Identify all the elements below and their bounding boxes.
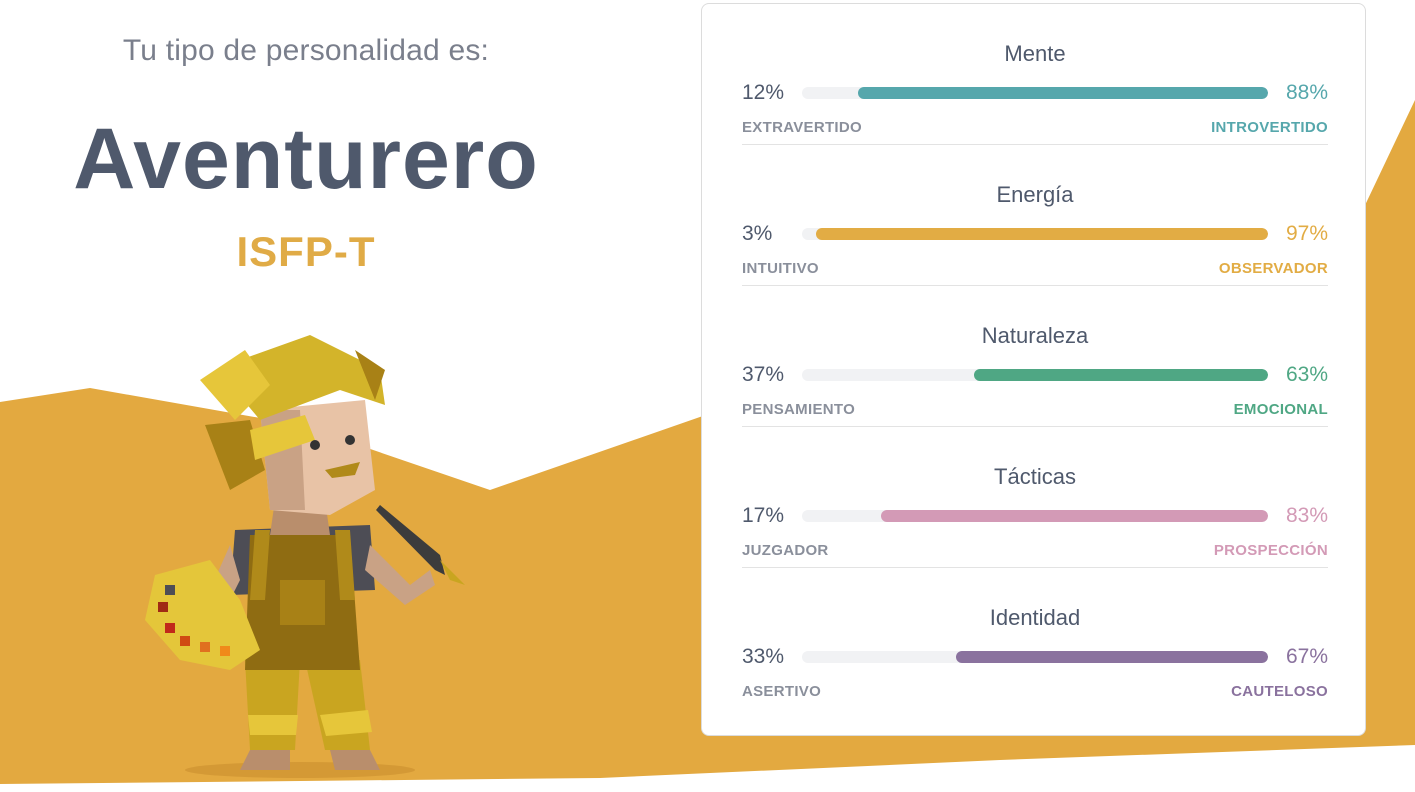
trait-bar-fill: [881, 510, 1268, 522]
trait-title: Naturaleza: [981, 323, 1089, 348]
trait-bar-fill: [815, 228, 1268, 240]
trait-left-label: JUZGADOR: [742, 542, 829, 559]
trait-right-label: PROSPECCIÓN: [1213, 542, 1328, 559]
trait-right-label: EMOCIONAL: [1233, 401, 1328, 418]
adventurer-character-illustration: [145, 335, 465, 778]
trait-bar-track: [802, 87, 1268, 99]
trait-right-percent: 97%: [1285, 222, 1328, 245]
trait-right-percent: 67%: [1285, 645, 1328, 668]
trait-left-percent: 37%: [742, 363, 785, 386]
trait-bar-track: [802, 228, 1268, 240]
trait-right-percent: 88%: [1285, 81, 1328, 104]
trait-right-percent: 83%: [1285, 504, 1328, 527]
trait-row-nature: Naturaleza 37% 63% PENSAMIENTO EMOCIONAL: [742, 286, 1328, 427]
trait-left-percent: 33%: [742, 645, 785, 668]
trait-title: Tácticas: [994, 464, 1076, 489]
trait-row-energy: Energía 3% 97% INTUITIVO OBSERVADOR: [742, 145, 1328, 286]
trait-left-label: INTUITIVO: [742, 260, 819, 277]
trait-bar-fill: [974, 369, 1268, 381]
personality-type-name: Aventurero: [73, 111, 539, 207]
trait-bar-track: [802, 369, 1268, 381]
trait-left-percent: 12%: [742, 81, 785, 104]
trait-right-percent: 63%: [1285, 363, 1328, 386]
trait-bar-track: [802, 510, 1268, 522]
trait-left-label: PENSAMIENTO: [742, 401, 856, 418]
traits-card: Mente 12% 88% EXTRAVERTIDO INTROVERTIDO Energ…: [701, 3, 1366, 736]
trait-title: Identidad: [989, 605, 1081, 630]
trait-right-label: INTROVERTIDO: [1211, 119, 1328, 136]
trait-bar-fill: [955, 651, 1268, 663]
trait-bar-track: [802, 651, 1268, 663]
trait-row-tactics: Tácticas 17% 83% JUZGADOR PROSPECCIÓN: [742, 427, 1328, 568]
trait-right-label: CAUTELOSO: [1231, 683, 1328, 700]
trait-bar-fill: [857, 87, 1268, 99]
trait-row-mind: Mente 12% 88% EXTRAVERTIDO INTROVERTIDO: [742, 4, 1328, 145]
trait-title: Mente: [1004, 41, 1066, 66]
trait-right-label: OBSERVADOR: [1218, 260, 1328, 277]
personality-type-code: ISFP-T: [236, 228, 376, 275]
trait-left-label: EXTRAVERTIDO: [742, 119, 862, 136]
trait-left-label: ASERTIVO: [742, 683, 822, 700]
trait-title: Energía: [996, 182, 1074, 207]
trait-left-percent: 17%: [742, 504, 785, 527]
trait-left-percent: 3%: [742, 222, 773, 245]
trait-row-identity: Identidad 33% 67% ASERTIVO CAUTELOSO: [742, 568, 1328, 709]
intro-text: Tu tipo de personalidad es:: [122, 34, 490, 67]
